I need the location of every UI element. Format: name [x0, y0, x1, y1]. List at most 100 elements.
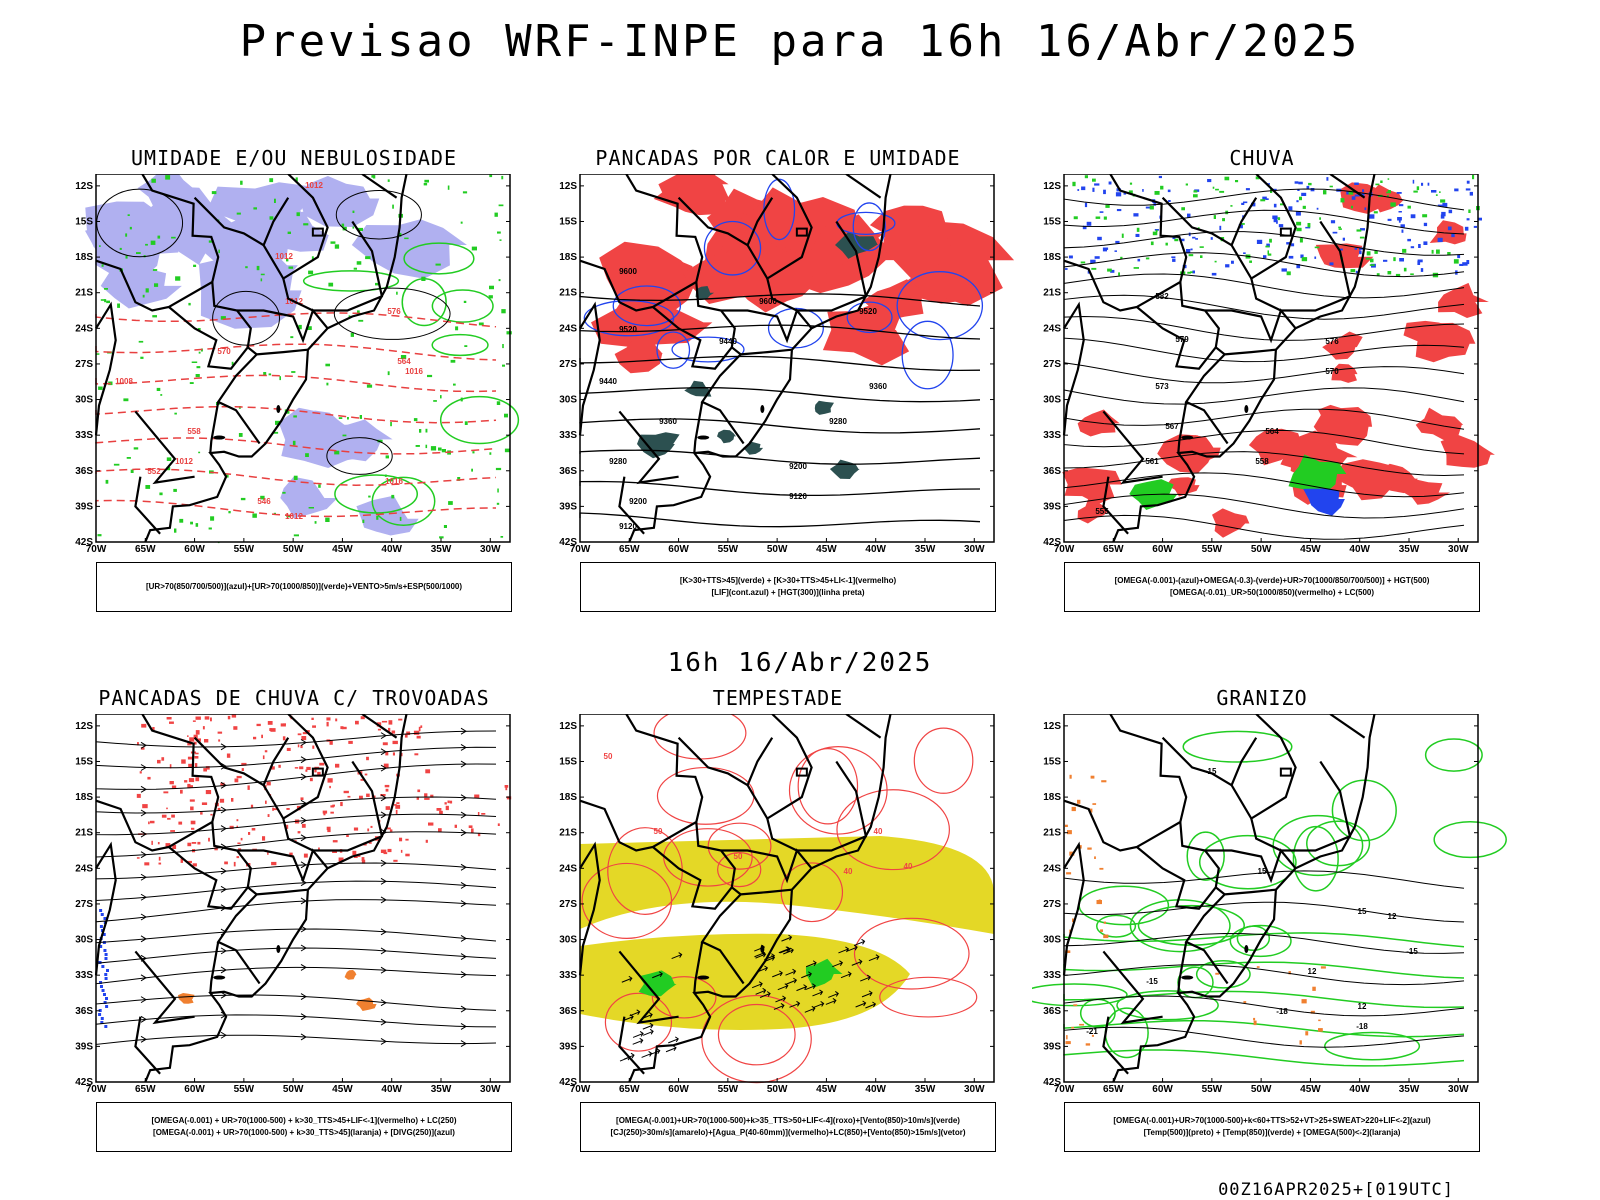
omega-dot — [1215, 972, 1220, 975]
country-border — [578, 301, 601, 436]
instability-area — [835, 231, 878, 259]
map-frame: 12S 15S 18S 21S 24S 27S 30S 33S 36S 39S 42S 70W 65W 6… — [64, 714, 564, 1104]
lat-tick-label: 30S — [75, 935, 93, 946]
omega-dot — [1397, 217, 1402, 221]
low-humidity-dot — [290, 336, 294, 339]
lon-tick-label: 65W — [135, 544, 156, 555]
wind-vector — [755, 951, 767, 959]
thunderstorm-dot — [158, 862, 162, 865]
thunderstorm-dot — [237, 842, 241, 845]
omega-dot — [1243, 1001, 1247, 1003]
flow-arrow — [460, 1023, 467, 1030]
lon-tick-label: 55W — [718, 544, 739, 555]
height-contour — [1063, 514, 1465, 540]
omega-strong-dot — [1215, 188, 1219, 191]
omega-strong-dot — [1307, 223, 1311, 228]
thunderstorm-dot — [171, 785, 177, 789]
thunderstorm-dot — [326, 826, 331, 831]
lat-tick-label: 27S — [1043, 359, 1061, 370]
low-humidity-dot — [136, 252, 141, 254]
flow-arrow — [460, 881, 467, 889]
thunderstorm-dot — [241, 768, 244, 771]
thunderstorm-dot — [430, 794, 434, 798]
jet-area — [580, 933, 910, 1030]
omega-strong-dot — [1199, 246, 1204, 248]
thunderstorm-dot — [418, 726, 421, 732]
contour-label: 1012 — [285, 512, 303, 521]
low-humidity-dot — [376, 516, 379, 520]
omega-dot — [1447, 226, 1452, 231]
thunderstorm-dot — [161, 757, 165, 761]
omega-dot — [1346, 191, 1351, 195]
omega-strong-dot — [1435, 194, 1438, 196]
omega-dot — [1291, 243, 1295, 247]
country-border — [282, 220, 384, 312]
lon-tick-label: 35W — [915, 544, 936, 555]
federal-district — [795, 227, 808, 237]
thunderstorm-dot — [309, 777, 313, 782]
height-contour — [1063, 273, 1465, 299]
lat-tick-label: 42S — [75, 1077, 93, 1088]
omega-dot — [1301, 192, 1307, 196]
low-humidity-dot — [119, 247, 122, 250]
thunderstorm-dot — [497, 823, 500, 826]
low-humidity-dot — [293, 415, 297, 418]
rain-area — [1157, 434, 1213, 473]
thunderstorm-dot — [385, 751, 389, 756]
omega-strong-dot — [1080, 261, 1086, 264]
legend-line: [Temp(500)](preto) + [Temp(850)](verde) … — [1143, 1128, 1401, 1137]
country-border — [677, 196, 749, 247]
thunderstorm-dot — [282, 736, 286, 741]
contour-label: 50 — [734, 852, 743, 861]
precipitable-water-contour — [707, 822, 772, 870]
thunderstorm-dot — [192, 720, 196, 722]
omega-dot — [1180, 238, 1185, 242]
low-humidity-dot — [287, 231, 291, 234]
convection-area — [733, 264, 822, 313]
lon-tick-label: 50W — [767, 1084, 788, 1095]
geography — [578, 714, 892, 1083]
rain-area — [1440, 435, 1495, 468]
low-humidity-dot — [413, 418, 418, 422]
thickness-line — [95, 374, 497, 393]
thunderstorm-dot — [178, 821, 183, 825]
thunderstorm-dot — [229, 825, 234, 829]
omega-dot — [1133, 213, 1139, 217]
omega-strong-dot — [1308, 182, 1312, 186]
low-humidity-dot — [238, 433, 243, 437]
shower-area — [356, 997, 377, 1011]
height-contour — [1063, 315, 1465, 341]
country-border — [94, 841, 117, 976]
thunderstorm-dot — [386, 827, 391, 830]
flow-arrow — [380, 928, 387, 936]
low-humidity-dot — [174, 412, 177, 415]
temp850-contour — [1096, 914, 1137, 938]
low-humidity-dot — [357, 310, 360, 315]
thunderstorm-dot — [188, 763, 193, 768]
rain-area — [1415, 407, 1464, 441]
thunderstorm-dot — [169, 764, 172, 769]
thunderstorm-dot — [251, 828, 256, 831]
omega-strong-dot — [1370, 258, 1374, 263]
omega-strong-dot — [1338, 228, 1342, 230]
flow-arrow — [140, 974, 147, 982]
low-humidity-dot — [464, 421, 468, 425]
thunderstorm-dot — [262, 755, 265, 760]
low-humidity-dot — [504, 413, 508, 418]
omega-dot — [1464, 226, 1469, 231]
country-border — [1102, 410, 1163, 485]
thunderstorm-dot — [383, 763, 389, 768]
omega-dot — [1329, 262, 1334, 266]
rain-area — [1077, 498, 1109, 524]
low-humidity-dot — [368, 495, 371, 498]
lat-tick-label: 12S — [559, 721, 577, 732]
wind-vector — [632, 1037, 644, 1045]
footer-timestamp: 00Z16APR2025+[019UTC] — [1218, 1180, 1454, 1200]
flow-arrow — [140, 1035, 147, 1043]
lon-tick-label: 40W — [865, 1084, 886, 1095]
thunderstorm-dot — [270, 728, 276, 732]
low-humidity-dot — [435, 263, 441, 266]
contour-label: 9440 — [719, 337, 737, 346]
lon-tick-label: 70W — [570, 1084, 591, 1095]
